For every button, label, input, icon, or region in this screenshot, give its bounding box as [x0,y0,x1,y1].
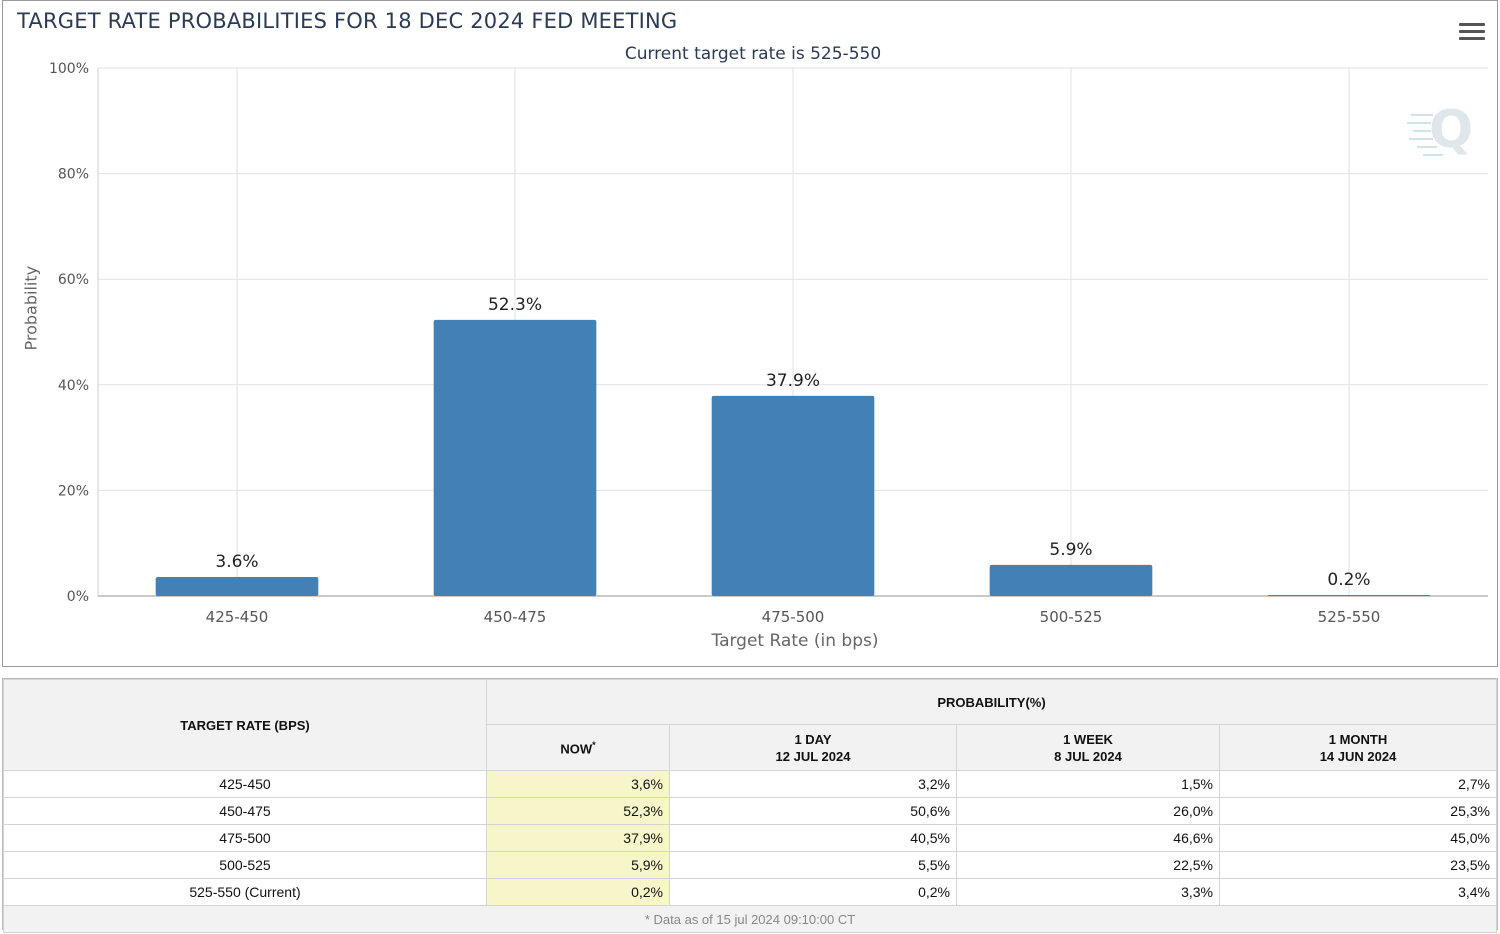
one-month-cell: 25,3% [1219,797,1497,825]
bar [1267,594,1431,596]
one-month-cell: 2,7% [1219,770,1497,798]
one-day-column-header: 1 DAY 12 JUL 2024 [669,724,957,771]
one-week-cell: 22,5% [956,851,1220,879]
one-day-cell: 3,2% [669,770,957,798]
bar-value-label: 37.9% [766,371,820,391]
chart-title: TARGET RATE PROBABILITIES FOR 18 DEC 202… [17,9,678,33]
one-week-cell: 1,5% [956,770,1220,798]
chart-panel: TARGET RATE PROBABILITIES FOR 18 DEC 202… [2,0,1498,667]
bar [711,395,875,596]
y-tick-label: 20% [58,483,89,499]
bar [433,319,597,596]
bar-value-label: 0.2% [1327,570,1370,590]
probability-header: PROBABILITY(%) [486,679,1497,725]
y-axis-title: Probability [21,265,41,351]
table-row: 525-550 (Current) 0,2% 0,2% 3,3% 3,4% [3,878,1497,906]
probability-table: TARGET RATE (BPS) PROBABILITY(%) NOW* 1 … [3,679,1497,933]
y-tick-label: 40% [58,378,89,394]
y-tick-label: 60% [58,272,89,288]
one-month-cell: 3,4% [1219,878,1497,906]
x-axis-title: Target Rate (in bps) [711,631,879,651]
one-day-cell: 40,5% [669,824,957,852]
rate-cell: 475-500 [3,824,487,852]
hamburger-menu-icon[interactable] [1459,23,1485,45]
x-tick-label: 450-475 [484,608,547,626]
y-tick-label: 100% [49,61,89,77]
one-month-column-header: 1 MONTH 14 JUN 2024 [1219,724,1497,771]
now-cell: 5,9% [486,851,670,879]
bar-chart: 0% 20% 40% 60% 80% 100% 3.6% 425-450 52.3% 450-47… [49,61,1488,626]
one-week-cell: 46,6% [956,824,1220,852]
bar-value-label: 3.6% [215,552,258,572]
now-cell: 52,3% [486,797,670,825]
one-day-cell: 50,6% [669,797,957,825]
table-footer-row: * Data as of 15 jul 2024 09:10:00 CT [3,905,1497,933]
now-cell: 0,2% [486,878,670,906]
rate-cell: 525-550 (Current) [3,878,487,906]
now-cell: 3,6% [486,770,670,798]
rate-cell: 500-525 [3,851,487,879]
x-tick-label: 475-500 [762,608,825,626]
chart-subtitle: Current target rate is 525-550 [624,44,882,64]
y-tick-label: 0% [67,589,89,605]
table-row: 500-525 5,9% 5,5% 22,5% 23,5% [3,851,1497,879]
one-day-cell: 0,2% [669,878,957,906]
one-day-cell: 5,5% [669,851,957,879]
bar [989,564,1153,596]
bar-value-label: 5.9% [1049,540,1092,560]
bar [155,576,319,596]
rate-cell: 425-450 [3,770,487,798]
data-timestamp-note: * Data as of 15 jul 2024 09:10:00 CT [3,905,1497,933]
one-week-cell: 26,0% [956,797,1220,825]
target-rate-header: TARGET RATE (BPS) [3,679,487,771]
now-cell: 37,9% [486,824,670,852]
y-tick-label: 80% [58,167,89,183]
x-tick-label: 500-525 [1040,608,1103,626]
table-row: 475-500 37,9% 40,5% 46,6% 45,0% [3,824,1497,852]
one-week-column-header: 1 WEEK 8 JUL 2024 [956,724,1220,771]
svg-text:Q: Q [1429,100,1473,160]
x-tick-label: 525-550 [1318,608,1381,626]
one-week-cell: 3,3% [956,878,1220,906]
rate-cell: 450-475 [3,797,487,825]
one-month-cell: 45,0% [1219,824,1497,852]
table-row: 450-475 52,3% 50,6% 26,0% 25,3% [3,797,1497,825]
x-tick-label: 425-450 [206,608,269,626]
table-row: 425-450 3,6% 3,2% 1,5% 2,7% [3,770,1497,798]
q-logo-icon: Q [1407,100,1473,160]
now-column-header: NOW* [486,724,670,771]
probability-table-panel: TARGET RATE (BPS) PROBABILITY(%) NOW* 1 … [2,678,1498,933]
bar-value-label: 52.3% [488,295,542,315]
one-month-cell: 23,5% [1219,851,1497,879]
